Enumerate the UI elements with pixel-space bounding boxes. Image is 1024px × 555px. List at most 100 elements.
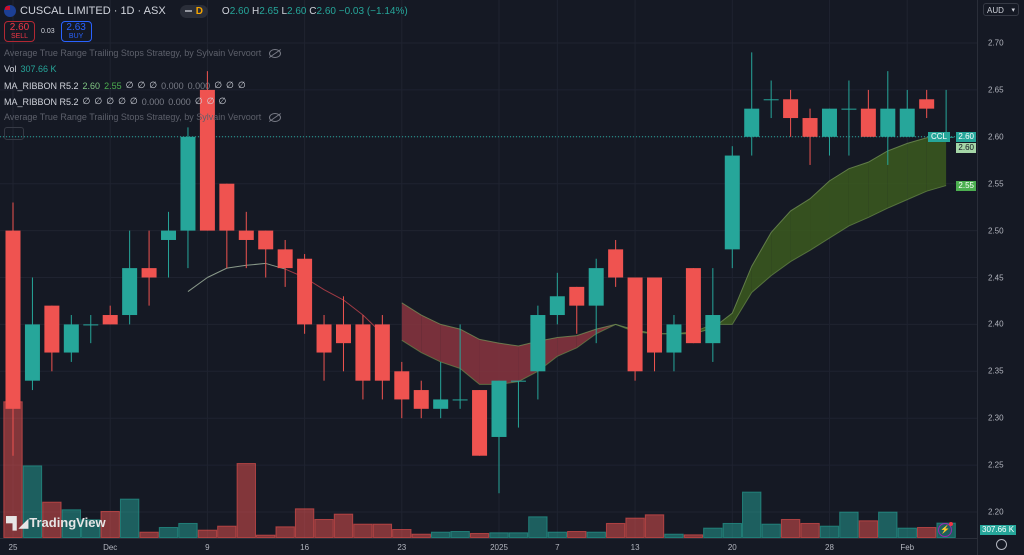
lightning-alert-icon[interactable]: ⚡ (938, 522, 953, 537)
time-tick-label: Feb (900, 543, 915, 552)
candle-body (316, 324, 332, 353)
price-tick-label: 2.60 (988, 132, 1004, 142)
spread-value: 0.03 (41, 28, 55, 35)
ribbon-band-segment (771, 210, 791, 276)
ribbon-slow-label: 2.55 (956, 181, 976, 191)
ribbon-band-segment (401, 302, 422, 353)
candle-body (685, 268, 701, 344)
volume-bar (878, 511, 898, 538)
ma-line-segment (226, 264, 247, 269)
candle-body (549, 296, 565, 316)
ribbon-band-segment (499, 343, 519, 385)
candle-body (452, 399, 468, 401)
legend-value: 0.000 (168, 96, 191, 107)
currency-select[interactable]: AUD (983, 3, 1019, 17)
ribbon-fast-label: 2.60 (956, 143, 976, 153)
ribbon-band-segment (557, 335, 577, 357)
time-tick-label: 9 (205, 543, 210, 552)
legend-value: ∅ (106, 96, 115, 106)
candle-body (180, 136, 196, 231)
legend-value: ∅ (129, 96, 138, 106)
price-tick-label: 2.30 (988, 413, 1004, 423)
legend-ma-ribbon-2[interactable]: MA_RIBBON R5.2 ∅ ∅ ∅ ∅ ∅ 0.000 0.000 ∅ ∅… (4, 96, 226, 107)
legend-atr-strategy[interactable]: Average True Range Trailing Stops Strate… (4, 48, 282, 58)
symbol-title[interactable]: CUSCAL LIMITED · 1D · ASX (20, 5, 166, 17)
candle-body (44, 305, 60, 353)
sell-button[interactable]: 2.60 SELL (4, 21, 35, 42)
legend-value: 0.000 (161, 80, 184, 91)
legend-ma-ribbon-1[interactable]: MA_RIBBON R5.2 2.60 2.55 ∅ ∅ ∅ 0.000 0.0… (4, 80, 246, 91)
volume-bar (61, 509, 82, 539)
candle-body (141, 268, 157, 278)
volume-label: 307.66 K (980, 525, 1017, 535)
collapse-legend-button[interactable] (4, 127, 24, 140)
volume-bar (800, 522, 820, 538)
candle-body (705, 315, 721, 344)
ribbon-band-segment (421, 315, 441, 362)
volume-bar (119, 498, 140, 538)
candle-body (724, 155, 740, 250)
market-status-badge[interactable]: D (179, 4, 208, 18)
minus-icon (184, 10, 192, 12)
time-tick-label: 28 (825, 543, 834, 552)
time-tick-label: 23 (397, 543, 407, 552)
candle-body (821, 108, 837, 137)
volume-bar (897, 527, 917, 539)
volume-bar (683, 534, 704, 538)
price-axis[interactable]: AUD 2.70 2.65 2.60 2.55 2.50 2.45 2.40 2.35 2.30… (977, 0, 1024, 555)
legend-value: 0.000 (141, 96, 165, 107)
candle-body (510, 380, 526, 382)
candle-body (258, 230, 274, 250)
volume-bar (42, 501, 62, 539)
time-tick-label: 25 (8, 543, 18, 552)
volume-bar (353, 523, 373, 538)
legend-value: ∅ (137, 80, 146, 90)
volume-bar (392, 528, 412, 538)
time-tick-label: 7 (555, 543, 560, 552)
legend-volume[interactable]: Vol 307.66 K (4, 64, 57, 74)
eye-hidden-icon[interactable] (269, 48, 282, 58)
volume-bar (178, 522, 198, 538)
volume-bar (780, 518, 801, 538)
interval-badge: D (195, 5, 203, 17)
tradingview-logo[interactable]: ▀▌◢ TradingView (6, 515, 106, 530)
eye-hidden-icon[interactable] (269, 112, 282, 122)
buy-button[interactable]: 2.63 BUY (60, 21, 92, 42)
volume-bar (236, 463, 256, 539)
price-chart[interactable] (0, 0, 977, 555)
legend-value: ∅ (94, 96, 103, 106)
candle-body (63, 324, 79, 353)
candle-body (666, 324, 682, 353)
volume-bar (197, 529, 218, 538)
volume-bar (547, 531, 568, 539)
ribbon-band-segment (440, 324, 461, 369)
ribbon-band-segment (907, 137, 927, 200)
volume-bar (508, 532, 529, 539)
ribbon-band-segment (887, 143, 908, 209)
settings-gear-icon[interactable] (996, 539, 1007, 550)
legend-value: 307.66 K (20, 64, 57, 74)
volume-bar (703, 527, 723, 539)
candle-body (588, 268, 604, 306)
sell-price: 2.60 (9, 21, 30, 33)
candle-body (277, 249, 293, 269)
time-tick-label: 2025 (490, 543, 508, 552)
legend-value: 0.000 (187, 80, 211, 91)
volume-bar (839, 511, 859, 538)
candle-body (608, 249, 624, 278)
volume-bar (605, 522, 626, 538)
volume-bar (586, 531, 606, 539)
time-tick-label: 20 (727, 543, 737, 552)
legend-atr-strategy-2[interactable]: Average True Range Trailing Stops Strate… (4, 112, 282, 122)
high-value: 2.65 (259, 5, 279, 17)
ribbon-band-segment (751, 232, 772, 293)
legend-name: Average True Range Trailing Stops Strate… (4, 48, 262, 58)
volume-bar (489, 532, 509, 539)
ribbon-band-segment (460, 329, 480, 385)
price-tick-label: 2.40 (988, 319, 1004, 329)
volume-bar (742, 491, 762, 539)
ma-line-segment (323, 289, 344, 301)
volume-bar (916, 526, 937, 539)
volume-bar (158, 526, 179, 539)
candle-body (569, 286, 585, 306)
